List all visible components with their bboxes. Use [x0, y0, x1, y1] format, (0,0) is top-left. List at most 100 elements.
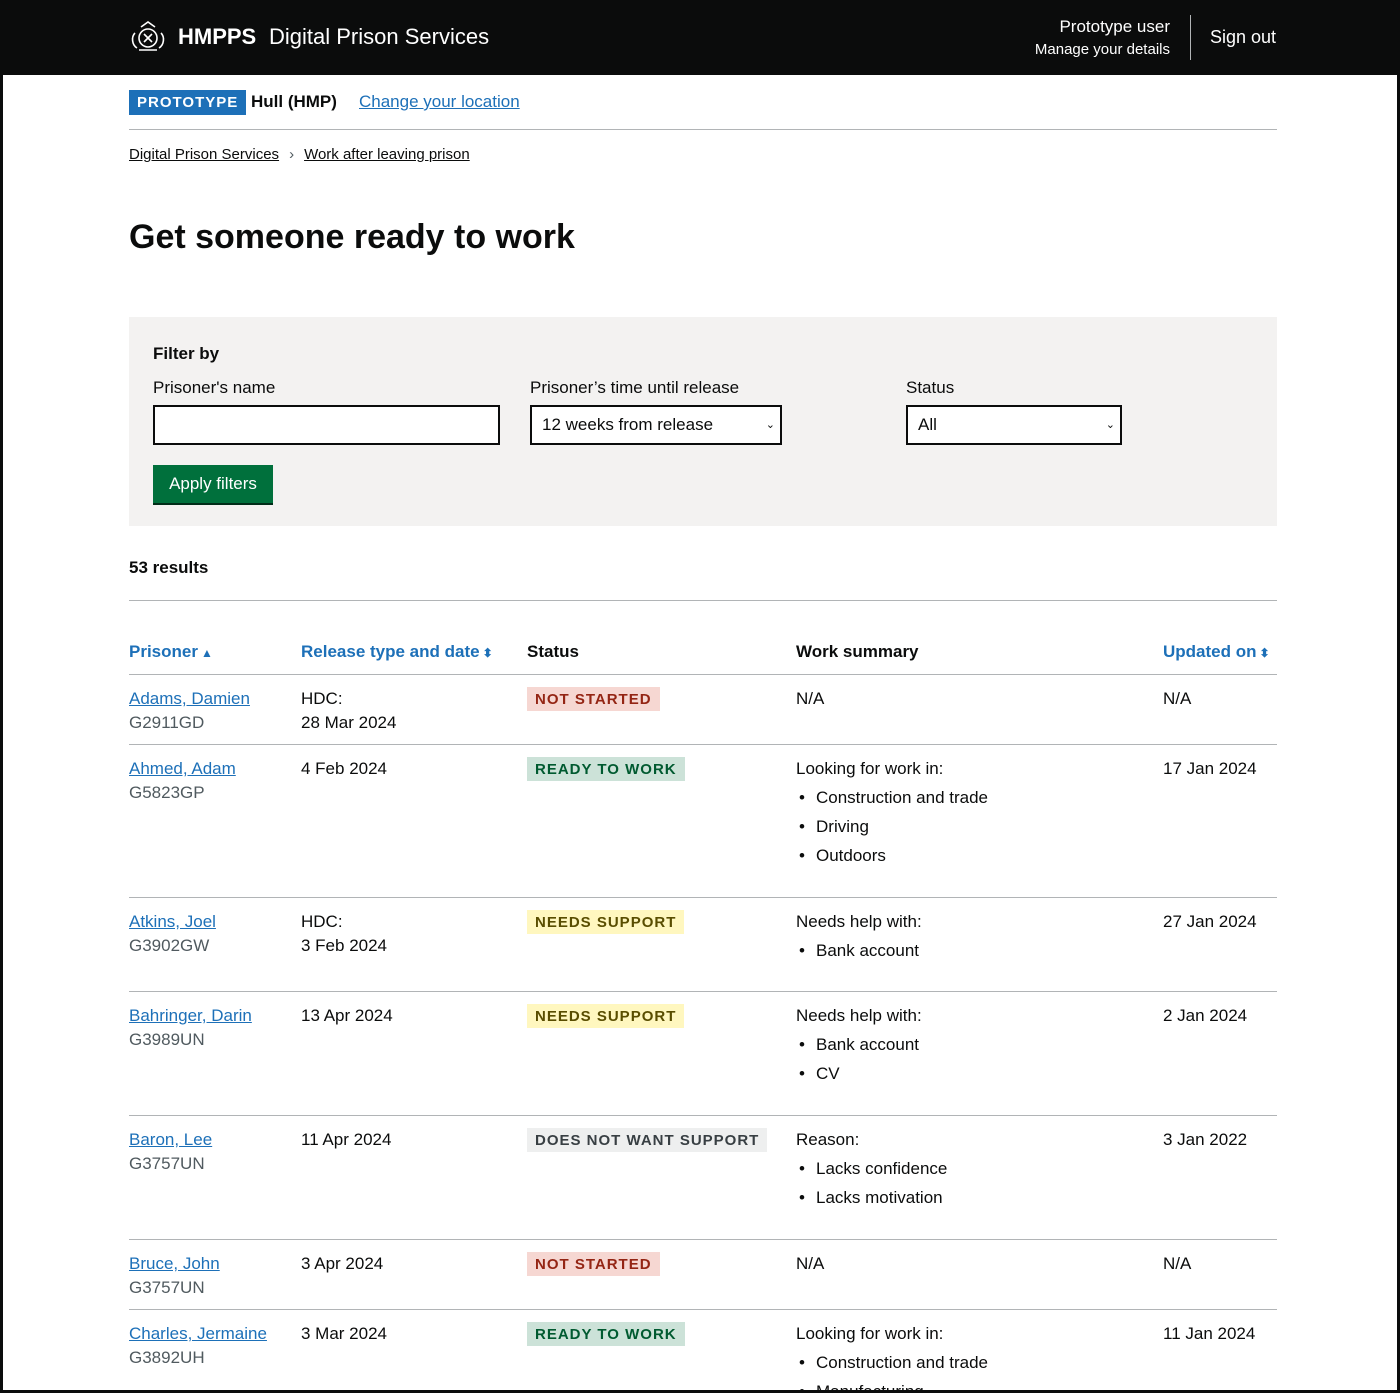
apply-filters-button[interactable]: Apply filters — [153, 465, 273, 503]
prototype-tag: PROTOTYPE — [129, 90, 247, 115]
prisoner-number: G5823GP — [129, 783, 205, 802]
release-type: HDC: — [301, 912, 343, 931]
status-badge: NOT STARTED — [527, 687, 660, 711]
prisoner-number: G3892UH — [129, 1348, 205, 1367]
status-badge: NEEDS SUPPORT — [527, 1004, 685, 1028]
work-summary-heading: Looking for work in: — [796, 759, 944, 778]
work-summary-cell: Looking for work in: Construction and tr… — [796, 757, 988, 873]
work-summary-list: Bank account CV — [796, 1033, 922, 1086]
work-summary-cell: Needs help with: Bank account — [796, 910, 922, 968]
column-header-updated[interactable]: Updated on ⬍ — [1163, 642, 1270, 662]
release-cell: 3 Apr 2024 — [301, 1252, 383, 1276]
chevron-right-icon: › — [289, 146, 295, 163]
release-cell: 11 Apr 2024 — [301, 1128, 391, 1152]
work-summary-list: Lacks confidence Lacks motivation — [796, 1157, 947, 1210]
updated-cell: 3 Jan 2022 — [1163, 1130, 1248, 1149]
work-summary-cell: Reason: Lacks confidence Lacks motivatio… — [796, 1128, 947, 1215]
column-header-release[interactable]: Release type and date ⬍ — [301, 642, 493, 662]
list-item: Outdoors — [796, 844, 988, 868]
breadcrumb-item-dps[interactable]: Digital Prison Services — [129, 146, 280, 163]
global-header: HMPPS Digital Prison Services Prototype … — [0, 0, 1400, 75]
change-location-link[interactable]: Change your location — [359, 92, 520, 111]
service-name[interactable]: Digital Prison Services — [269, 24, 490, 49]
work-summary-heading: Reason: — [796, 1130, 860, 1149]
status-cell: NOT STARTED — [527, 687, 660, 711]
breadcrumb-item-work-after-prison[interactable]: Work after leaving prison — [304, 146, 470, 163]
status-badge: READY TO WORK — [527, 1322, 685, 1346]
sort-ascending-icon: ▲ — [200, 646, 213, 660]
chevron-down-icon: ⌄ — [765, 419, 775, 431]
sort-icon: ⬍ — [482, 646, 493, 660]
work-summary-cell: Looking for work in: Construction and tr… — [796, 1322, 988, 1393]
list-item: Bank account — [796, 1033, 922, 1057]
prisoner-name-link[interactable]: Bahringer, Darin — [129, 1006, 252, 1025]
prisoner-cell: Ahmed, Adam G5823GP — [129, 757, 236, 805]
prisoner-name-link[interactable]: Bruce, John — [129, 1254, 220, 1273]
prisoner-name-link[interactable]: Charles, Jermaine — [129, 1324, 267, 1343]
list-item: Lacks confidence — [796, 1157, 947, 1181]
status-badge: DOES NOT WANT SUPPORT — [527, 1128, 768, 1152]
prisoner-number: G3989UN — [129, 1030, 205, 1049]
filter-panel: Filter by Prisoner's name Prisoner’s tim… — [129, 317, 1277, 526]
work-summary-list: Construction and trade Manufacturing — [796, 1351, 988, 1393]
release-date: 11 Apr 2024 — [301, 1130, 392, 1149]
current-location: Hull (HMP) — [251, 92, 337, 111]
list-item: Construction and trade — [796, 786, 988, 810]
table-row: Baron, Lee G3757UN 11 Apr 2024 DOES NOT … — [129, 1115, 1277, 1239]
prisoner-number: G3757UN — [129, 1154, 205, 1173]
work-summary-list: Construction and trade Driving Outdoors — [796, 786, 988, 868]
column-header-prisoner[interactable]: Prisoner ▲ — [129, 642, 213, 662]
sign-out-link[interactable]: Sign out — [1210, 27, 1277, 47]
work-summary-heading: Needs help with: — [796, 1006, 922, 1025]
name-filter-input[interactable] — [153, 405, 500, 445]
updated-cell: 17 Jan 2024 — [1163, 759, 1257, 778]
table-row: Bruce, John G3757UN 3 Apr 2024 NOT START… — [129, 1239, 1277, 1309]
prisoner-cell: Bahringer, Darin G3989UN — [129, 1004, 252, 1052]
work-summary-heading: Looking for work in: — [796, 1324, 944, 1343]
work-summary-heading: Needs help with: — [796, 912, 922, 931]
release-filter-label: Prisoner’s time until release — [530, 378, 740, 397]
table-row: Adams, Damien G2911GD HDC: 28 Mar 2024 N… — [129, 674, 1277, 744]
work-summary-cell: N/A — [796, 1252, 824, 1276]
updated-cell: 2 Jan 2024 — [1163, 1006, 1248, 1025]
table-row: Bahringer, Darin G3989UN 13 Apr 2024 NEE… — [129, 991, 1277, 1115]
header-divider — [1190, 15, 1191, 60]
chevron-down-icon: ⌄ — [1105, 419, 1115, 431]
work-summary-list: Bank account — [796, 939, 922, 963]
work-summary-heading: N/A — [796, 689, 825, 708]
breadcrumb: Digital Prison Services › Work after leavi… — [129, 146, 470, 163]
prisoner-number: G2911GD — [129, 713, 205, 732]
status-filter-select[interactable]: All ⌄ — [906, 405, 1122, 445]
status-cell: NEEDS SUPPORT — [527, 1004, 685, 1028]
name-filter-label: Prisoner's name — [153, 378, 276, 397]
updated-cell: 11 Jan 2024 — [1163, 1324, 1256, 1343]
manage-details-link[interactable]: Manage your details — [1034, 41, 1170, 58]
prisoner-name-link[interactable]: Adams, Damien — [129, 689, 250, 708]
release-date: 3 Feb 2024 — [301, 936, 388, 955]
brand-name[interactable]: HMPPS — [178, 24, 257, 49]
status-badge: READY TO WORK — [527, 757, 685, 781]
table-row: Atkins, Joel G3902GW HDC: 3 Feb 2024 NEE… — [129, 897, 1277, 991]
updated-cell: 27 Jan 2024 — [1163, 912, 1257, 931]
release-cell: 3 Mar 2024 — [301, 1322, 387, 1346]
column-header-prisoner-label: Prisoner — [129, 642, 198, 661]
prisoner-name-link[interactable]: Ahmed, Adam — [129, 759, 236, 778]
prisoner-number: G3757UN — [129, 1278, 205, 1297]
column-header-status: Status — [527, 642, 579, 661]
prisoner-cell: Adams, Damien G2911GD — [129, 687, 250, 735]
status-cell: NEEDS SUPPORT — [527, 910, 685, 934]
status-badge: NEEDS SUPPORT — [527, 910, 685, 934]
list-item: Construction and trade — [796, 1351, 988, 1375]
results-count: 53 results — [129, 558, 209, 577]
release-cell: 13 Apr 2024 — [301, 1004, 393, 1028]
release-date: 3 Apr 2024 — [301, 1254, 384, 1273]
status-filter-value: All — [918, 415, 937, 434]
release-filter-select[interactable]: 12 weeks from release ⌄ — [530, 405, 782, 445]
release-date: 28 Mar 2024 — [301, 713, 397, 732]
filter-heading: Filter by — [153, 344, 220, 363]
prisoner-number: G3902GW — [129, 936, 210, 955]
prisoner-name-link[interactable]: Atkins, Joel — [129, 912, 216, 931]
prisoner-name-link[interactable]: Baron, Lee — [129, 1130, 213, 1149]
release-cell: 4 Feb 2024 — [301, 757, 387, 781]
updated-cell: N/A — [1163, 689, 1192, 708]
